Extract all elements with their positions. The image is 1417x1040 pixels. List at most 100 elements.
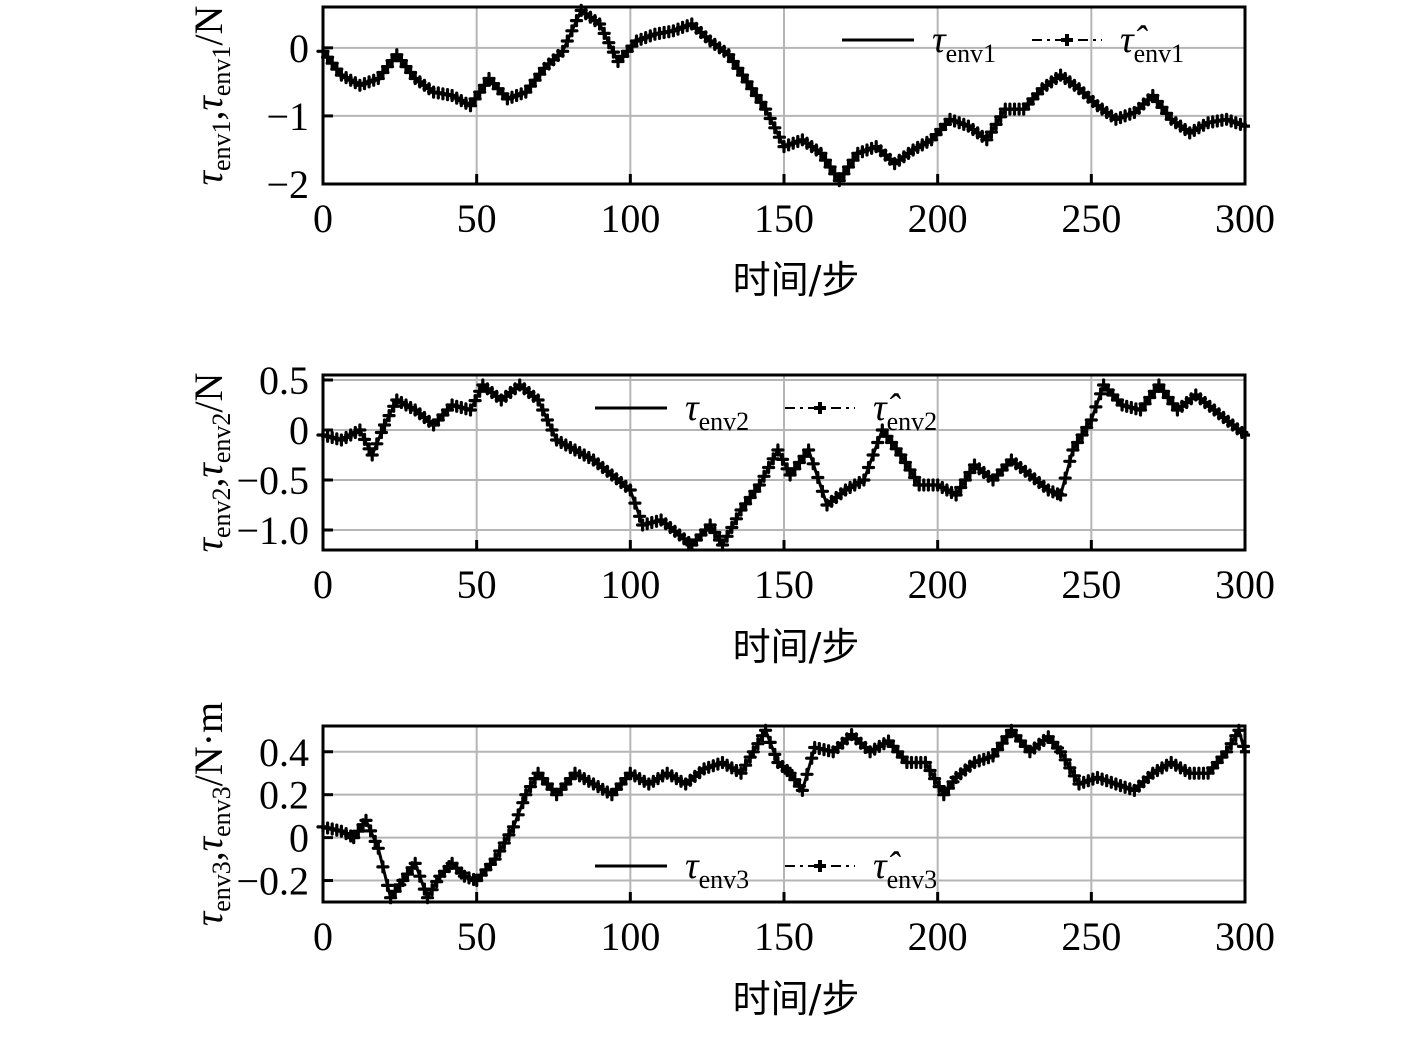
data-point xyxy=(1161,390,1175,405)
data-point xyxy=(729,512,744,526)
x-tick-label: 200 xyxy=(908,914,968,959)
data-point xyxy=(413,869,427,883)
data-point xyxy=(1067,769,1082,783)
data-point xyxy=(797,449,811,463)
data-point xyxy=(846,153,860,167)
data-point xyxy=(746,745,760,759)
x-tick-label: 250 xyxy=(1061,196,1121,241)
data-point xyxy=(357,432,372,446)
data-point xyxy=(923,763,937,778)
data-point xyxy=(894,448,908,462)
data-point xyxy=(1080,420,1094,435)
x-tick-label: 100 xyxy=(600,196,660,241)
x-tick-label: 300 xyxy=(1215,196,1275,241)
data-point xyxy=(1219,745,1234,759)
legend-label-2: τ̂env1 xyxy=(1120,19,1184,68)
data-point xyxy=(757,469,771,483)
data-point xyxy=(861,460,876,475)
x-tick-label: 50 xyxy=(457,914,497,959)
data-point xyxy=(602,36,616,50)
data-point xyxy=(941,781,956,795)
data-point xyxy=(380,59,395,74)
x-tick-label: 0 xyxy=(313,196,333,241)
chart-2: 0 50 100 150 200 250 300 0.5 0 −0.5 −1.0 时间/步 τenv2,… xyxy=(186,358,1275,669)
data-point xyxy=(473,85,487,99)
data-point xyxy=(374,425,388,440)
x-tick-label: 300 xyxy=(1215,914,1275,959)
data-point xyxy=(715,538,730,552)
data-point xyxy=(788,773,802,787)
data-point xyxy=(994,110,1008,124)
data-point xyxy=(815,484,830,498)
data-point xyxy=(806,457,820,471)
data-point xyxy=(857,473,871,487)
data-point xyxy=(748,484,762,498)
data-point xyxy=(545,423,559,437)
data-point xyxy=(388,884,402,898)
data-point xyxy=(606,45,621,59)
data-point xyxy=(1053,745,1068,759)
data-point xyxy=(801,443,816,457)
y-axis-label: τenv3,τenv3/N·m xyxy=(186,702,236,926)
chart-3: 0 50 100 150 200 250 3000.40.20−0.2时间/步τenv3,τ… xyxy=(186,702,1275,1021)
data-point xyxy=(708,525,722,540)
data-point xyxy=(488,852,502,866)
data-point xyxy=(751,737,765,751)
x-tick-label: 250 xyxy=(1061,562,1121,607)
data-point xyxy=(1063,761,1077,775)
data-point xyxy=(425,883,439,897)
x-tick-label: 150 xyxy=(754,914,814,959)
data-point xyxy=(818,153,833,167)
data-point xyxy=(871,435,885,450)
data-point xyxy=(1155,100,1169,115)
data-point xyxy=(565,24,579,38)
data-point xyxy=(511,808,525,822)
data-point xyxy=(1143,390,1157,405)
data-point xyxy=(330,62,344,76)
data-point xyxy=(990,742,1005,757)
data-point xyxy=(1224,737,1238,751)
data-point xyxy=(394,53,408,68)
data-point xyxy=(889,442,903,456)
data-point xyxy=(758,102,773,116)
data-point xyxy=(1070,435,1085,450)
data-point xyxy=(740,75,754,89)
data-point xyxy=(364,824,378,838)
data-point xyxy=(984,125,999,139)
data-point xyxy=(788,462,802,476)
data-point xyxy=(536,403,550,417)
data-point xyxy=(1075,428,1089,442)
data-point xyxy=(805,751,819,765)
data-point xyxy=(506,820,521,834)
data-point xyxy=(795,783,810,798)
x-axis-label: 时间/步 xyxy=(733,258,860,302)
data-point xyxy=(1053,488,1068,502)
data-point xyxy=(502,828,516,842)
data-point xyxy=(866,448,880,462)
data-point xyxy=(597,26,611,41)
data-point xyxy=(875,423,889,437)
data-point xyxy=(628,496,642,510)
y-tick-label: −2 xyxy=(266,162,309,207)
data-point xyxy=(954,480,968,495)
data-point xyxy=(359,813,373,828)
data-point xyxy=(775,452,790,466)
data-point xyxy=(907,470,922,485)
data-point xyxy=(772,130,787,144)
data-point xyxy=(569,14,584,28)
data-point xyxy=(837,167,851,181)
data-point xyxy=(404,65,418,80)
data-point xyxy=(468,394,482,408)
data-point xyxy=(783,468,797,482)
data-point xyxy=(380,878,395,893)
legend-label-1: τenv2 xyxy=(685,387,749,436)
data-point xyxy=(371,71,385,86)
data-point xyxy=(734,766,748,780)
data-point xyxy=(1156,384,1171,398)
y-tick-label: −0.2 xyxy=(236,859,309,904)
data-point xyxy=(1138,397,1152,411)
x-tick-label: 100 xyxy=(600,914,660,959)
data-point xyxy=(768,747,782,762)
data-point xyxy=(556,44,570,58)
series-markers-τ̂env1 xyxy=(316,3,1250,188)
